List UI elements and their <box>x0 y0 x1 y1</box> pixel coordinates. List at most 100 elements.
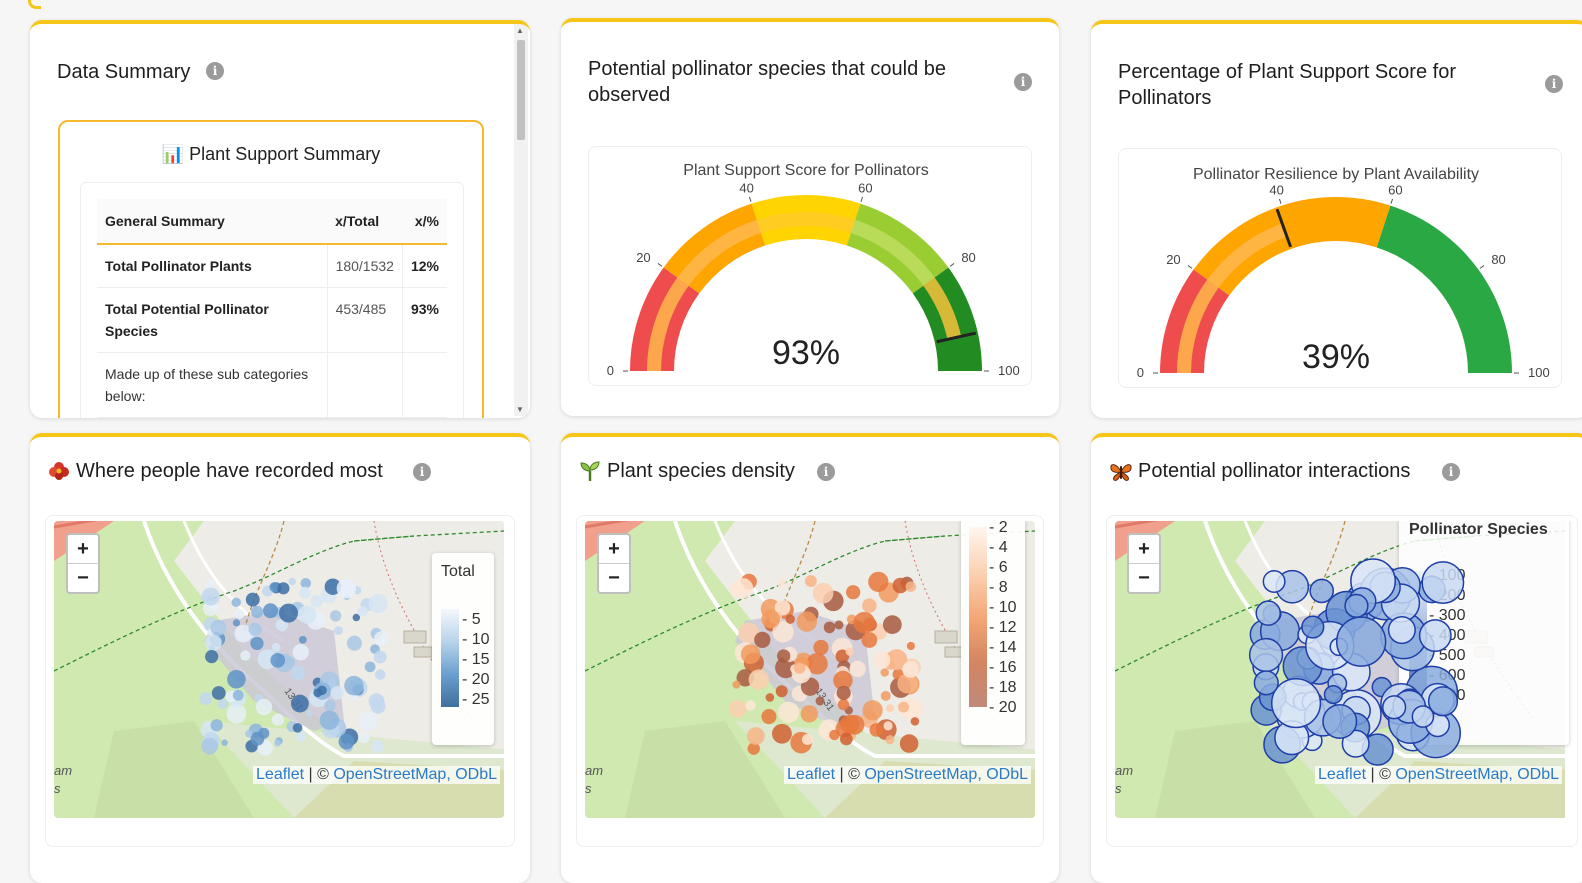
map-marker[interactable] <box>274 739 281 747</box>
map-marker[interactable] <box>834 620 844 630</box>
map-marker[interactable] <box>1322 703 1358 739</box>
map-marker[interactable] <box>299 586 311 599</box>
map-marker[interactable] <box>221 739 228 746</box>
map-marker[interactable] <box>765 693 775 702</box>
map-marker[interactable] <box>373 650 387 664</box>
map-marker[interactable] <box>897 673 918 694</box>
map-marker[interactable] <box>310 594 324 608</box>
map-marker[interactable] <box>898 701 909 713</box>
info-icon[interactable]: i <box>1442 463 1460 481</box>
map-marker[interactable] <box>205 650 219 664</box>
map-marker[interactable] <box>232 619 241 627</box>
map-marker[interactable] <box>1262 569 1286 593</box>
info-icon[interactable]: i <box>206 62 224 80</box>
map-marker[interactable] <box>217 698 228 709</box>
map-marker[interactable] <box>772 621 794 643</box>
map-marker[interactable] <box>846 585 861 600</box>
map-marker[interactable] <box>262 603 278 619</box>
map-marker[interactable] <box>745 700 756 711</box>
map-marker[interactable] <box>329 610 342 622</box>
map-marker[interactable] <box>232 689 244 701</box>
map-marker[interactable] <box>1270 678 1322 729</box>
map-marker[interactable] <box>364 661 376 673</box>
map-marker[interactable] <box>334 626 343 635</box>
map-marker[interactable] <box>1335 616 1387 667</box>
map-marker[interactable] <box>271 713 285 726</box>
map-marker[interactable] <box>370 698 386 714</box>
map-marker[interactable] <box>861 632 878 648</box>
map-marker[interactable] <box>804 575 817 588</box>
map-marker[interactable] <box>729 700 747 718</box>
map-marker[interactable] <box>358 731 370 744</box>
map-marker[interactable] <box>849 660 866 678</box>
info-icon[interactable]: i <box>1014 73 1032 91</box>
scroll-down-icon[interactable]: ▼ <box>516 405 524 414</box>
map-marker[interactable] <box>833 670 853 691</box>
info-icon[interactable]: i <box>817 463 835 481</box>
map-marker[interactable] <box>375 669 386 680</box>
map-marker[interactable] <box>793 662 806 674</box>
osm-link[interactable]: OpenStreetMap, ODbL <box>1395 766 1559 783</box>
map-marker[interactable] <box>815 696 825 706</box>
map-marker[interactable] <box>754 631 771 648</box>
map-marker[interactable] <box>880 668 889 677</box>
map-marker[interactable] <box>344 675 364 696</box>
map-marker[interactable] <box>772 723 792 744</box>
map-marker[interactable] <box>800 705 819 723</box>
map-marker[interactable] <box>245 730 253 738</box>
map-marker[interactable] <box>885 735 895 745</box>
map-marker[interactable] <box>1344 593 1369 619</box>
map-marker[interactable] <box>785 614 795 624</box>
map-marker[interactable] <box>336 578 357 599</box>
map-marker[interactable] <box>295 731 307 742</box>
map-marker[interactable] <box>732 680 741 689</box>
map-marker[interactable] <box>248 622 262 637</box>
map-marker[interactable] <box>251 605 264 618</box>
map-marker[interactable] <box>873 651 891 669</box>
osm-link[interactable]: OpenStreetMap, ODbL <box>864 766 1028 783</box>
map-marker[interactable] <box>234 624 253 643</box>
map-marker[interactable] <box>338 733 355 750</box>
info-icon[interactable]: i <box>1545 75 1563 93</box>
map-marker[interactable] <box>778 701 800 723</box>
map-marker[interactable] <box>738 622 760 644</box>
map-marker[interactable] <box>240 650 251 661</box>
map-view[interactable]: 13.31 + − am s - 2- 4- 6- 8- 10- 12- 14-… <box>585 521 1035 818</box>
map-marker[interactable] <box>1341 729 1370 758</box>
map-marker[interactable] <box>775 657 797 679</box>
map-marker[interactable] <box>775 685 788 698</box>
zoom-in-button[interactable]: + <box>1138 538 1150 560</box>
map-marker[interactable] <box>279 603 299 623</box>
map-marker[interactable] <box>330 686 344 700</box>
leaflet-link[interactable]: Leaflet <box>787 766 836 783</box>
map-marker[interactable] <box>823 621 836 634</box>
map-marker[interactable] <box>297 605 317 624</box>
map-marker[interactable] <box>210 619 227 636</box>
map-marker[interactable] <box>346 635 363 651</box>
scroll-up-icon[interactable]: ▲ <box>516 26 524 35</box>
map-marker[interactable] <box>1411 705 1435 728</box>
map-marker[interactable] <box>357 606 368 617</box>
map-marker[interactable] <box>1421 561 1465 604</box>
map-marker[interactable] <box>774 599 791 616</box>
map-markers[interactable] <box>1115 521 1582 818</box>
zoom-out-button[interactable]: − <box>599 563 629 592</box>
map-marker[interactable] <box>882 615 902 635</box>
map-marker[interactable] <box>300 577 312 589</box>
map-marker[interactable] <box>1418 619 1452 653</box>
map-marker[interactable] <box>902 661 919 678</box>
map-marker[interactable] <box>910 717 920 726</box>
map-marker[interactable] <box>201 587 220 606</box>
map-marker[interactable] <box>862 598 877 613</box>
leaflet-link[interactable]: Leaflet <box>1318 766 1367 783</box>
map-marker[interactable] <box>801 733 814 746</box>
map-marker[interactable] <box>806 652 828 675</box>
map-marker[interactable] <box>234 608 245 620</box>
map-marker[interactable] <box>374 631 389 646</box>
map-view[interactable]: 13.31 Pollinator Species - 100- 200- 300… <box>1115 521 1582 818</box>
map-marker[interactable] <box>250 731 265 746</box>
map-marker[interactable] <box>1255 600 1281 626</box>
map-marker[interactable] <box>1248 637 1284 673</box>
map-marker[interactable] <box>812 582 834 604</box>
zoom-in-button[interactable]: + <box>77 538 89 560</box>
